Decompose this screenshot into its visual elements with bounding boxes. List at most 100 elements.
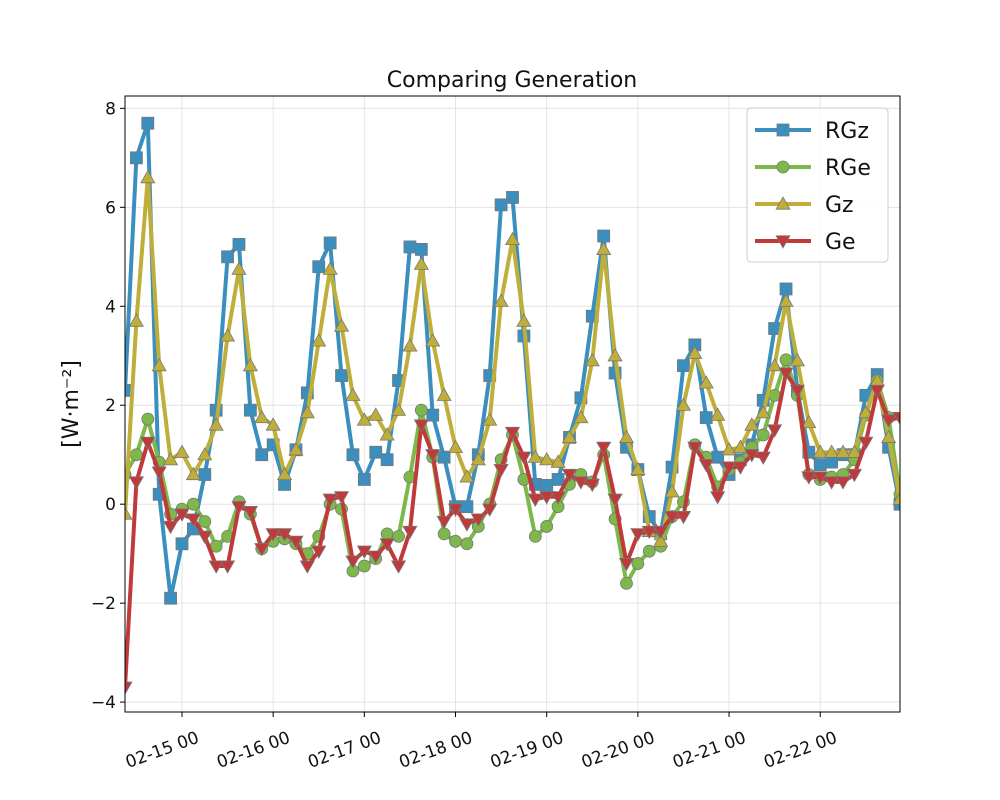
data-point — [128, 313, 144, 327]
data-point — [125, 506, 133, 520]
data-point — [825, 455, 839, 469]
data-point — [540, 478, 554, 492]
data-point — [756, 428, 770, 442]
data-point — [197, 447, 213, 461]
data-point — [687, 441, 703, 455]
data-point — [175, 537, 189, 551]
data-point — [744, 417, 760, 431]
data-point — [231, 501, 247, 515]
data-point — [198, 515, 212, 528]
plot-frame — [124, 95, 901, 713]
legend-label: RGe — [825, 156, 871, 181]
data-point — [767, 357, 783, 372]
data-point — [710, 491, 726, 505]
data-point — [470, 513, 486, 527]
data-point — [778, 293, 794, 307]
data-point — [459, 469, 475, 483]
data-point — [174, 444, 190, 458]
data-point — [141, 412, 155, 426]
data-point — [550, 491, 566, 505]
data-point — [813, 458, 827, 472]
data-point — [460, 500, 474, 514]
data-point — [824, 476, 840, 490]
legend-label: Ge — [825, 230, 856, 255]
data-point — [699, 411, 713, 425]
data-point — [527, 493, 543, 507]
data-point — [198, 468, 212, 481]
x-tick-label: 02-19 00 — [488, 728, 567, 773]
data-point — [185, 513, 201, 527]
data-point — [346, 448, 360, 462]
data-point — [789, 353, 806, 367]
data-point — [618, 429, 635, 443]
legend-item-gz: Gz — [755, 193, 854, 218]
data-point — [276, 466, 293, 481]
data-point — [254, 543, 270, 557]
data-point — [151, 466, 167, 480]
legend-marker — [775, 235, 791, 249]
data-point — [641, 525, 657, 540]
data-point — [164, 591, 177, 605]
data-point — [687, 345, 703, 359]
data-point — [242, 357, 258, 372]
data-point — [835, 444, 851, 458]
data-point — [550, 454, 566, 468]
data-point — [414, 403, 428, 417]
data-point — [540, 520, 554, 533]
data-point — [140, 169, 156, 184]
data-point — [596, 241, 612, 255]
data-point — [881, 429, 897, 443]
data-point — [732, 439, 749, 453]
data-point — [402, 525, 418, 540]
data-point — [573, 409, 589, 424]
data-point — [482, 503, 498, 517]
data-point — [312, 260, 326, 274]
data-point — [732, 461, 749, 475]
data-point — [607, 348, 623, 362]
data-point — [288, 442, 304, 456]
data-point — [151, 357, 167, 372]
data-point — [447, 439, 464, 453]
data-point — [664, 510, 680, 525]
y-tick-label: 2 — [105, 396, 116, 416]
data-point — [208, 417, 224, 431]
data-point — [335, 369, 348, 382]
data-point — [311, 545, 327, 559]
data-point — [470, 451, 486, 466]
data-point — [801, 471, 817, 485]
x-tick-label: 02-16 00 — [214, 728, 293, 773]
data-point — [630, 461, 646, 476]
x-tick-label: 02-15 00 — [123, 728, 202, 773]
x-tick-label: 02-21 00 — [670, 728, 749, 773]
data-point — [426, 408, 440, 422]
data-point — [561, 429, 578, 443]
y-tick-label: 6 — [105, 198, 116, 218]
data-point — [778, 367, 794, 381]
data-point — [789, 384, 806, 399]
data-point — [129, 151, 143, 165]
data-point — [357, 559, 371, 573]
data-point — [345, 555, 361, 569]
data-point — [551, 473, 565, 486]
data-point — [620, 576, 633, 590]
data-point — [459, 518, 475, 532]
data-point — [356, 412, 372, 426]
axes: −4 −2 0 2 4 6 8 02-15 00 02-16 00 02-17 00 02-18 0… — [91, 99, 840, 772]
data-point — [436, 515, 452, 530]
data-point — [299, 560, 315, 574]
data-point — [219, 328, 236, 342]
data-point — [414, 242, 428, 256]
legend-box — [746, 107, 889, 263]
data-point — [254, 409, 270, 424]
data-point — [356, 545, 372, 559]
data-point — [528, 529, 542, 543]
data-point — [846, 444, 863, 458]
data-point — [597, 229, 611, 243]
series-gz — [125, 169, 900, 547]
series-group — [125, 116, 900, 695]
data-point — [869, 384, 885, 399]
legend-marker — [775, 196, 791, 210]
data-point — [368, 550, 384, 564]
data-point — [779, 282, 793, 296]
data-point — [677, 359, 690, 373]
